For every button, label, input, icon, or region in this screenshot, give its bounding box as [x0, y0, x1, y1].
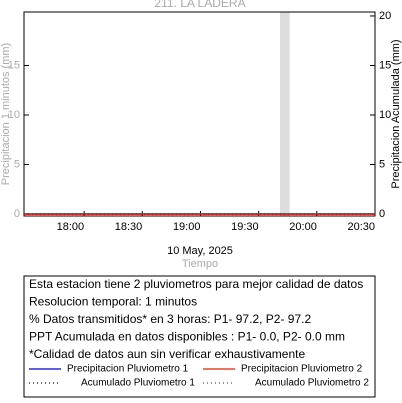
- y-tick-label: 15: [8, 59, 20, 71]
- note-line: % Datos transmitidos* en 3 horas: P1- 97…: [29, 312, 311, 326]
- x-axis-label: Tiempo: [182, 258, 218, 270]
- note-line: Resolucion temporal: 1 minutos: [29, 295, 197, 309]
- y2-tick-label: 15: [379, 59, 391, 71]
- note-line: Esta estacion tiene 2 pluviometros para …: [29, 277, 363, 291]
- x-tick-label: 20:00: [289, 221, 317, 233]
- legend-label: Precipitacion Pluviometro 2: [241, 364, 363, 375]
- y2-tick-label: 20: [379, 10, 391, 22]
- chart-title: 211. LA LADERA: [154, 0, 245, 10]
- plot-frame: [23, 11, 376, 217]
- y-tick-label: 10: [8, 109, 20, 121]
- x-tick-label: 19:00: [173, 221, 201, 233]
- y2-axis-label: Precipitacion Acumulada (mm): [390, 39, 402, 188]
- y2-tick-label: 5: [379, 158, 385, 170]
- y-tick-label: 5: [14, 158, 20, 170]
- x-tick-label: 20:30: [347, 221, 375, 233]
- y-tick-label: 0: [14, 208, 20, 220]
- x-tick-label: 18:30: [115, 221, 143, 233]
- y2-tick-label: 10: [379, 109, 391, 121]
- note-line: *Calidad de datos aun sin verificar exha…: [29, 347, 305, 361]
- legend-label: Precipitacion Pluviometro 1: [67, 364, 189, 375]
- legend-label: Acumulado Pluviometro 1: [81, 378, 195, 389]
- note-line: PPT Acumulada en datos disponibles : P1-…: [29, 330, 345, 344]
- legend-box: [23, 275, 376, 398]
- x-tick-label: 19:30: [231, 221, 259, 233]
- x-tick-label: 18:00: [57, 221, 85, 233]
- legend-label: Acumulado Pluviometro 2: [255, 378, 369, 389]
- y-axis-label: Precipitacion 1 minutos (mm): [0, 43, 12, 185]
- date-label: 10 May, 2025: [167, 245, 233, 257]
- y2-tick-label: 0: [379, 208, 385, 220]
- data-gap: [279, 12, 290, 216]
